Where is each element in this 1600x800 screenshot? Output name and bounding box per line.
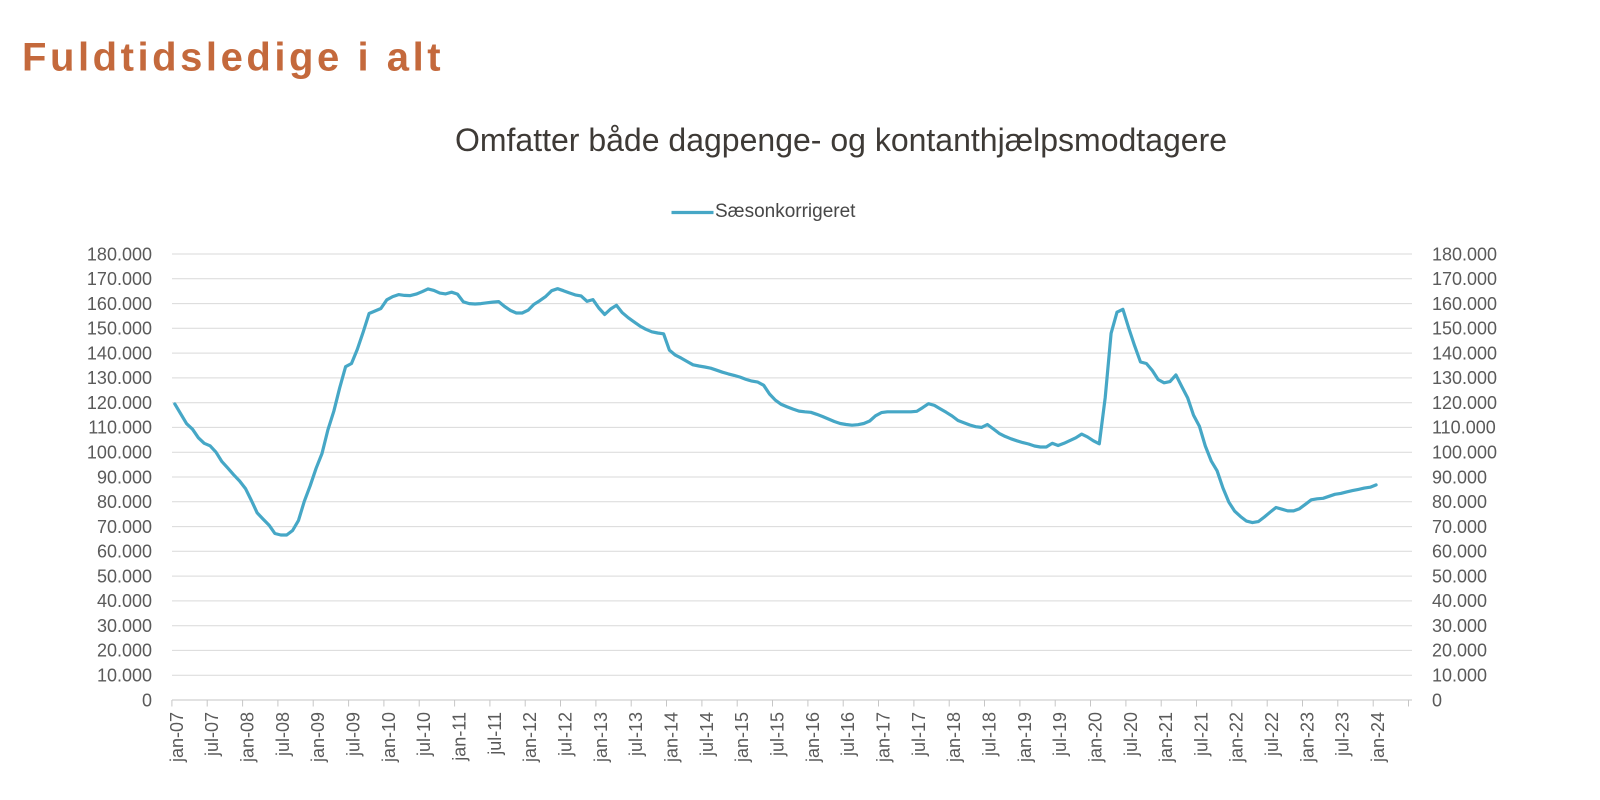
svg-text:60.000: 60.000 xyxy=(1432,542,1487,562)
svg-text:100.000: 100.000 xyxy=(87,443,152,463)
svg-text:10.000: 10.000 xyxy=(1432,666,1487,686)
svg-text:jan-15: jan-15 xyxy=(732,712,752,763)
svg-text:30.000: 30.000 xyxy=(1432,616,1487,636)
svg-text:50.000: 50.000 xyxy=(97,566,152,586)
svg-text:70.000: 70.000 xyxy=(1432,517,1487,537)
svg-text:0: 0 xyxy=(1432,690,1442,710)
svg-text:130.000: 130.000 xyxy=(1432,368,1497,388)
svg-text:jan-19: jan-19 xyxy=(1015,712,1035,763)
svg-text:90.000: 90.000 xyxy=(97,467,152,487)
svg-text:50.000: 50.000 xyxy=(1432,566,1487,586)
svg-text:Fuldtidsledige i alt: Fuldtidsledige i alt xyxy=(22,36,444,80)
svg-text:20.000: 20.000 xyxy=(1432,641,1487,661)
svg-text:170.000: 170.000 xyxy=(87,269,152,289)
svg-text:jul-14: jul-14 xyxy=(697,712,717,757)
svg-text:jul-16: jul-16 xyxy=(838,712,858,757)
svg-text:Omfatter både dagpenge- og kon: Omfatter både dagpenge- og kontanthjælps… xyxy=(455,122,1227,158)
svg-text:jan-11: jan-11 xyxy=(450,712,470,762)
svg-text:110.000: 110.000 xyxy=(1432,418,1496,438)
svg-text:jan-20: jan-20 xyxy=(1085,712,1105,763)
svg-text:jul-09: jul-09 xyxy=(344,712,364,757)
svg-text:140.000: 140.000 xyxy=(1432,343,1497,363)
svg-text:jul-20: jul-20 xyxy=(1121,712,1141,757)
svg-text:100.000: 100.000 xyxy=(1432,443,1497,463)
svg-text:jul-10: jul-10 xyxy=(414,712,434,757)
svg-text:40.000: 40.000 xyxy=(1432,591,1487,611)
svg-text:jan-21: jan-21 xyxy=(1156,712,1176,763)
svg-text:60.000: 60.000 xyxy=(97,542,152,562)
svg-text:30.000: 30.000 xyxy=(97,616,152,636)
svg-text:jul-19: jul-19 xyxy=(1050,712,1070,757)
svg-text:150.000: 150.000 xyxy=(87,319,152,339)
svg-text:jan-14: jan-14 xyxy=(661,712,681,763)
svg-text:0: 0 xyxy=(142,690,152,710)
svg-text:160.000: 160.000 xyxy=(1432,294,1497,314)
svg-text:jan-23: jan-23 xyxy=(1297,712,1317,763)
svg-text:120.000: 120.000 xyxy=(1432,393,1497,413)
svg-text:jul-18: jul-18 xyxy=(979,712,999,757)
svg-text:140.000: 140.000 xyxy=(87,343,152,363)
svg-text:jan-22: jan-22 xyxy=(1227,712,1247,763)
svg-text:120.000: 120.000 xyxy=(87,393,152,413)
svg-text:150.000: 150.000 xyxy=(1432,319,1497,339)
svg-text:130.000: 130.000 xyxy=(87,368,152,388)
svg-text:80.000: 80.000 xyxy=(1432,492,1487,512)
svg-text:jul-08: jul-08 xyxy=(273,712,293,757)
svg-text:10.000: 10.000 xyxy=(97,666,152,686)
svg-text:jul-17: jul-17 xyxy=(909,712,929,757)
svg-text:170.000: 170.000 xyxy=(1432,269,1497,289)
svg-text:jan-08: jan-08 xyxy=(238,712,258,763)
svg-text:20.000: 20.000 xyxy=(97,641,152,661)
svg-text:jan-16: jan-16 xyxy=(803,712,823,763)
svg-text:jan-18: jan-18 xyxy=(944,712,964,763)
svg-text:180.000: 180.000 xyxy=(87,244,152,264)
svg-text:jan-10: jan-10 xyxy=(379,712,399,763)
svg-text:Sæsonkorrigeret: Sæsonkorrigeret xyxy=(715,201,856,222)
svg-text:jul-22: jul-22 xyxy=(1262,712,1282,757)
svg-text:jul-12: jul-12 xyxy=(555,712,575,757)
svg-text:70.000: 70.000 xyxy=(97,517,152,537)
svg-text:jan-13: jan-13 xyxy=(591,712,611,763)
svg-text:jul-11: jul-11 xyxy=(485,712,505,756)
svg-text:jul-07: jul-07 xyxy=(202,712,222,757)
svg-text:jan-24: jan-24 xyxy=(1368,712,1388,763)
svg-text:jan-07: jan-07 xyxy=(167,712,187,763)
svg-text:jul-23: jul-23 xyxy=(1333,712,1353,757)
svg-text:160.000: 160.000 xyxy=(87,294,152,314)
svg-text:180.000: 180.000 xyxy=(1432,244,1497,264)
svg-text:jul-21: jul-21 xyxy=(1191,712,1211,757)
svg-text:40.000: 40.000 xyxy=(97,591,152,611)
svg-text:jan-17: jan-17 xyxy=(873,712,893,763)
svg-text:jul-13: jul-13 xyxy=(626,712,646,757)
svg-text:jan-09: jan-09 xyxy=(308,712,328,763)
svg-text:80.000: 80.000 xyxy=(97,492,152,512)
svg-text:jul-15: jul-15 xyxy=(767,712,787,757)
svg-text:110.000: 110.000 xyxy=(88,418,152,438)
svg-text:jan-12: jan-12 xyxy=(520,712,540,763)
svg-text:90.000: 90.000 xyxy=(1432,467,1487,487)
